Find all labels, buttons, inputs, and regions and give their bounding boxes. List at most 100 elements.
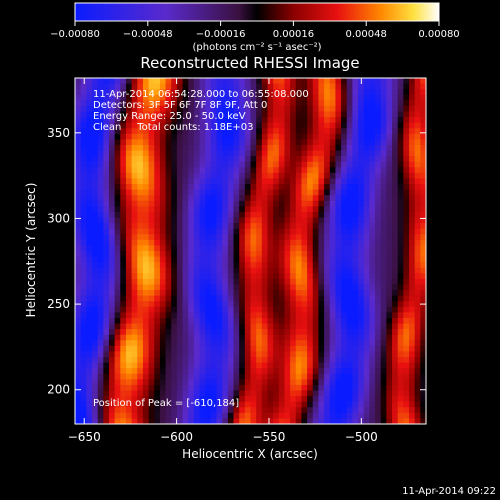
heatmap-cell: [216, 396, 223, 403]
heatmap-cell: [256, 217, 263, 224]
heatmap-cell: [176, 412, 184, 420]
heatmap-cell: [210, 373, 218, 380]
heatmap-cell: [193, 251, 201, 258]
heatmap-cell: [369, 178, 376, 185]
heatmap-cell: [154, 256, 161, 263]
heatmap-cell: [329, 357, 337, 364]
heatmap-cell: [267, 150, 274, 157]
heatmap-cell: [120, 78, 127, 85]
heatmap-cell: [108, 362, 116, 369]
heatmap-cell: [125, 323, 133, 330]
heatmap-cell: [222, 211, 229, 219]
heatmap-cell: [375, 278, 382, 286]
heatmap-cell: [335, 178, 342, 185]
heatmap-cell: [137, 133, 144, 140]
heatmap-cell: [278, 223, 286, 230]
heatmap-cell: [256, 94, 263, 101]
heatmap-cell: [301, 195, 308, 202]
heatmap-cell: [125, 312, 133, 319]
heatmap-cell: [210, 234, 218, 241]
heatmap-cell: [352, 357, 359, 364]
heatmap-cell: [210, 111, 218, 118]
heatmap-cell: [414, 396, 421, 403]
heatmap-cell: [301, 273, 308, 280]
heatmap-cell: [397, 105, 404, 113]
heatmap-cell: [290, 211, 297, 219]
heatmap-cell: [329, 351, 337, 358]
heatmap-cell: [182, 189, 189, 196]
heatmap-cell: [171, 234, 178, 241]
heatmap-cell: [392, 139, 399, 146]
heatmap-cell: [216, 105, 223, 113]
heatmap-cell: [261, 234, 269, 241]
heatmap-cell: [148, 295, 155, 302]
heatmap-cell: [142, 278, 150, 286]
heatmap-cell: [222, 239, 229, 247]
heatmap-cell: [114, 306, 121, 313]
heatmap-cell: [261, 323, 269, 330]
heatmap-cell: [284, 184, 291, 191]
heatmap-cell: [244, 351, 252, 358]
heatmap-cell: [346, 278, 353, 286]
heatmap-cell: [97, 329, 104, 336]
heatmap-cell: [199, 178, 206, 185]
heatmap-cell: [239, 301, 246, 308]
heatmap-cell: [329, 78, 337, 85]
heatmap-cell: [409, 117, 416, 124]
heatmap-cell: [278, 144, 286, 152]
heatmap-cell: [295, 379, 303, 386]
heatmap-cell: [273, 161, 280, 168]
heatmap-cell: [188, 117, 195, 124]
heatmap-cell: [397, 117, 404, 124]
heatmap-cell: [273, 78, 280, 85]
heatmap-cell: [210, 334, 218, 341]
heatmap-cell: [335, 284, 342, 291]
heatmap-cell: [154, 340, 161, 347]
heatmap-cell: [171, 178, 178, 185]
heatmap-cell: [261, 78, 269, 85]
heatmap-cell: [380, 273, 387, 280]
heatmap-cell: [137, 301, 144, 308]
heatmap-cell: [239, 323, 246, 330]
heatmap-cell: [193, 418, 201, 424]
heatmap-cell: [335, 329, 342, 336]
heatmap-cell: [369, 267, 376, 274]
heatmap-cell: [409, 161, 416, 168]
heatmap-cell: [176, 139, 184, 146]
heatmap-cell: [375, 239, 382, 247]
heatmap-cell: [114, 295, 121, 302]
heatmap-cell: [352, 312, 359, 319]
heatmap-cell: [386, 345, 393, 353]
heatmap-cell: [369, 223, 376, 230]
heatmap-cell: [120, 418, 127, 424]
heatmap-cell: [403, 234, 410, 241]
heatmap-cell: [295, 234, 303, 241]
heatmap-cell: [295, 368, 303, 375]
heatmap-cell: [222, 117, 229, 124]
heatmap-cell: [142, 94, 150, 101]
heatmap-cell: [341, 357, 348, 364]
heatmap-cell: [363, 189, 370, 196]
heatmap-cell: [165, 329, 172, 336]
heatmap-cell: [216, 172, 223, 180]
heatmap-cell: [324, 150, 331, 157]
heatmap-cell: [341, 362, 348, 369]
heatmap-cell: [352, 78, 359, 85]
heatmap-cell: [176, 156, 184, 163]
heatmap-cell: [137, 161, 144, 168]
heatmap-cell: [205, 418, 212, 424]
heatmap-cell: [131, 384, 138, 392]
heatmap-cell: [154, 161, 161, 168]
heatmap-cell: [205, 117, 212, 124]
heatmap-cell: [409, 133, 416, 140]
heatmap-cell: [188, 262, 195, 269]
heatmap-cell: [108, 379, 116, 386]
heatmap-cell: [329, 111, 337, 118]
heatmap-cell: [108, 373, 116, 380]
heatmap-cell: [346, 117, 353, 124]
heatmap-cell: [233, 156, 240, 163]
heatmap-cell: [86, 167, 93, 174]
heatmap-cell: [137, 401, 144, 408]
heatmap-cell: [358, 206, 365, 213]
heatmap-cell: [137, 189, 144, 196]
